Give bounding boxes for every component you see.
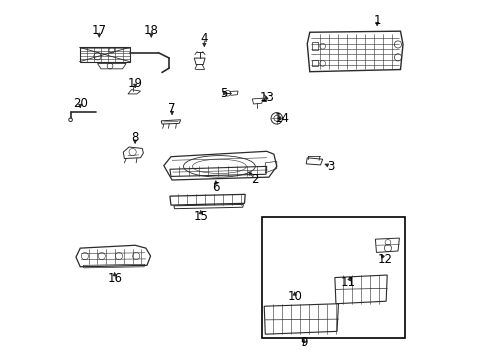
Text: 20: 20 (73, 98, 87, 111)
Text: 13: 13 (259, 91, 274, 104)
Text: 14: 14 (274, 112, 289, 125)
Text: 2: 2 (251, 173, 259, 186)
Text: 7: 7 (168, 102, 176, 115)
Text: 17: 17 (92, 24, 106, 37)
Text: 12: 12 (377, 253, 392, 266)
Text: 19: 19 (127, 77, 142, 90)
Text: 18: 18 (143, 24, 159, 37)
Text: 10: 10 (286, 290, 302, 303)
Text: 3: 3 (326, 160, 334, 173)
Text: 9: 9 (299, 336, 307, 348)
Text: 5: 5 (220, 87, 227, 100)
Text: 1: 1 (373, 14, 380, 27)
Text: 4: 4 (200, 32, 208, 45)
Text: 8: 8 (131, 131, 139, 144)
Text: 6: 6 (212, 181, 219, 194)
Text: 15: 15 (193, 210, 208, 223)
Text: 11: 11 (340, 276, 355, 289)
Text: 16: 16 (107, 272, 122, 285)
